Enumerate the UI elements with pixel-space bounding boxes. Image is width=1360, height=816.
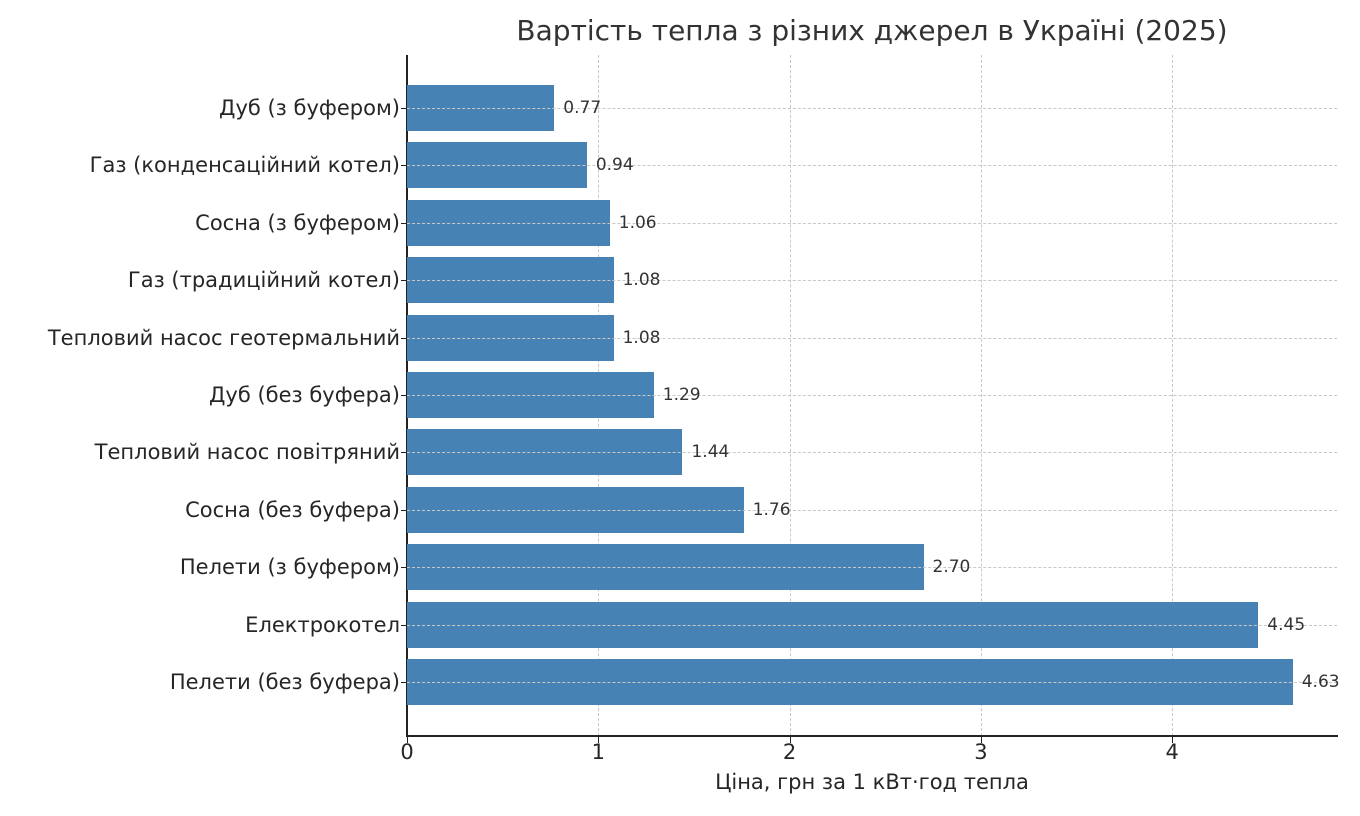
y-tick-mark — [401, 567, 407, 569]
y-gridline — [407, 395, 1337, 396]
y-tick-mark — [401, 682, 407, 683]
x-axis-title: Ціна, грн за 1 кВт·год тепла — [715, 770, 1029, 794]
y-tick-mark — [401, 624, 407, 626]
y-category-label: Тепловий насос повітряний — [94, 440, 400, 465]
x-tick-mark — [1172, 737, 1174, 743]
bar-value-label: 1.76 — [752, 499, 791, 520]
y-tick-mark — [401, 509, 407, 511]
y-gridline — [407, 567, 1337, 569]
x-axis-spine — [406, 735, 1338, 737]
y-tick-mark — [401, 108, 407, 109]
y-category-label: Електрокотел — [245, 612, 400, 637]
y-tick-mark — [401, 280, 407, 282]
bar-value-label: 2.70 — [932, 557, 971, 578]
x-tick-mark — [980, 737, 982, 743]
y-gridline — [407, 280, 1337, 282]
y-gridline — [407, 624, 1337, 626]
bar-value-label: 1.08 — [622, 270, 661, 291]
x-tick-mark — [598, 737, 600, 743]
bar-value-label: 1.29 — [662, 385, 701, 405]
bar-value-label: 0.94 — [595, 155, 634, 176]
y-category-label: Сосна (з буфером) — [195, 210, 400, 235]
y-gridline — [407, 222, 1337, 224]
x-tick-label: 4 — [1165, 740, 1179, 764]
bar-value-label: 1.44 — [691, 442, 730, 463]
y-tick-mark — [401, 452, 407, 454]
chart-title: Вартість тепла з різних джерел в Україні… — [516, 14, 1228, 47]
y-category-label: Сосна (без буфера) — [185, 497, 400, 522]
y-gridline — [407, 682, 1337, 683]
y-gridline — [407, 337, 1337, 339]
y-gridline — [407, 108, 1337, 109]
bar-value-label: 4.45 — [1267, 614, 1306, 635]
x-tick-label: 3 — [974, 740, 988, 764]
bar-value-label: 4.63 — [1301, 672, 1340, 692]
plot-area: 0.77 0.94 1.06 1.08 1.08 1.29 1.44 1.76 2.70 4.45… — [407, 55, 1340, 736]
x-tick-mark — [407, 737, 408, 743]
y-category-label: Дуб (без буфера) — [208, 383, 400, 407]
y-tick-mark — [401, 337, 407, 339]
x-tick-mark — [789, 737, 791, 743]
y-category-label: Тепловий насос геотермальний — [47, 325, 400, 350]
y-category-label: Пелети (з буфером) — [179, 555, 400, 580]
y-category-label: Газ (конденсаційний котел) — [89, 153, 400, 178]
x-tick-label: 0 — [400, 740, 414, 764]
x-tick-label: 2 — [782, 740, 797, 764]
y-category-label: Газ (традиційний котел) — [127, 268, 400, 293]
bar-value-label: 0.77 — [563, 98, 602, 118]
y-tick-mark — [401, 165, 407, 167]
y-gridline — [407, 165, 1337, 167]
y-tick-mark — [401, 222, 407, 224]
y-category-label: Пелети (без буфера) — [169, 670, 400, 694]
y-gridline — [407, 452, 1337, 454]
bar-value-label: 1.06 — [618, 212, 657, 233]
y-gridline — [407, 509, 1337, 511]
x-tick-label: 1 — [591, 740, 605, 764]
bar-value-label: 1.08 — [622, 327, 661, 348]
y-category-label: Дуб (з буфером) — [219, 96, 400, 120]
y-tick-mark — [401, 395, 407, 396]
